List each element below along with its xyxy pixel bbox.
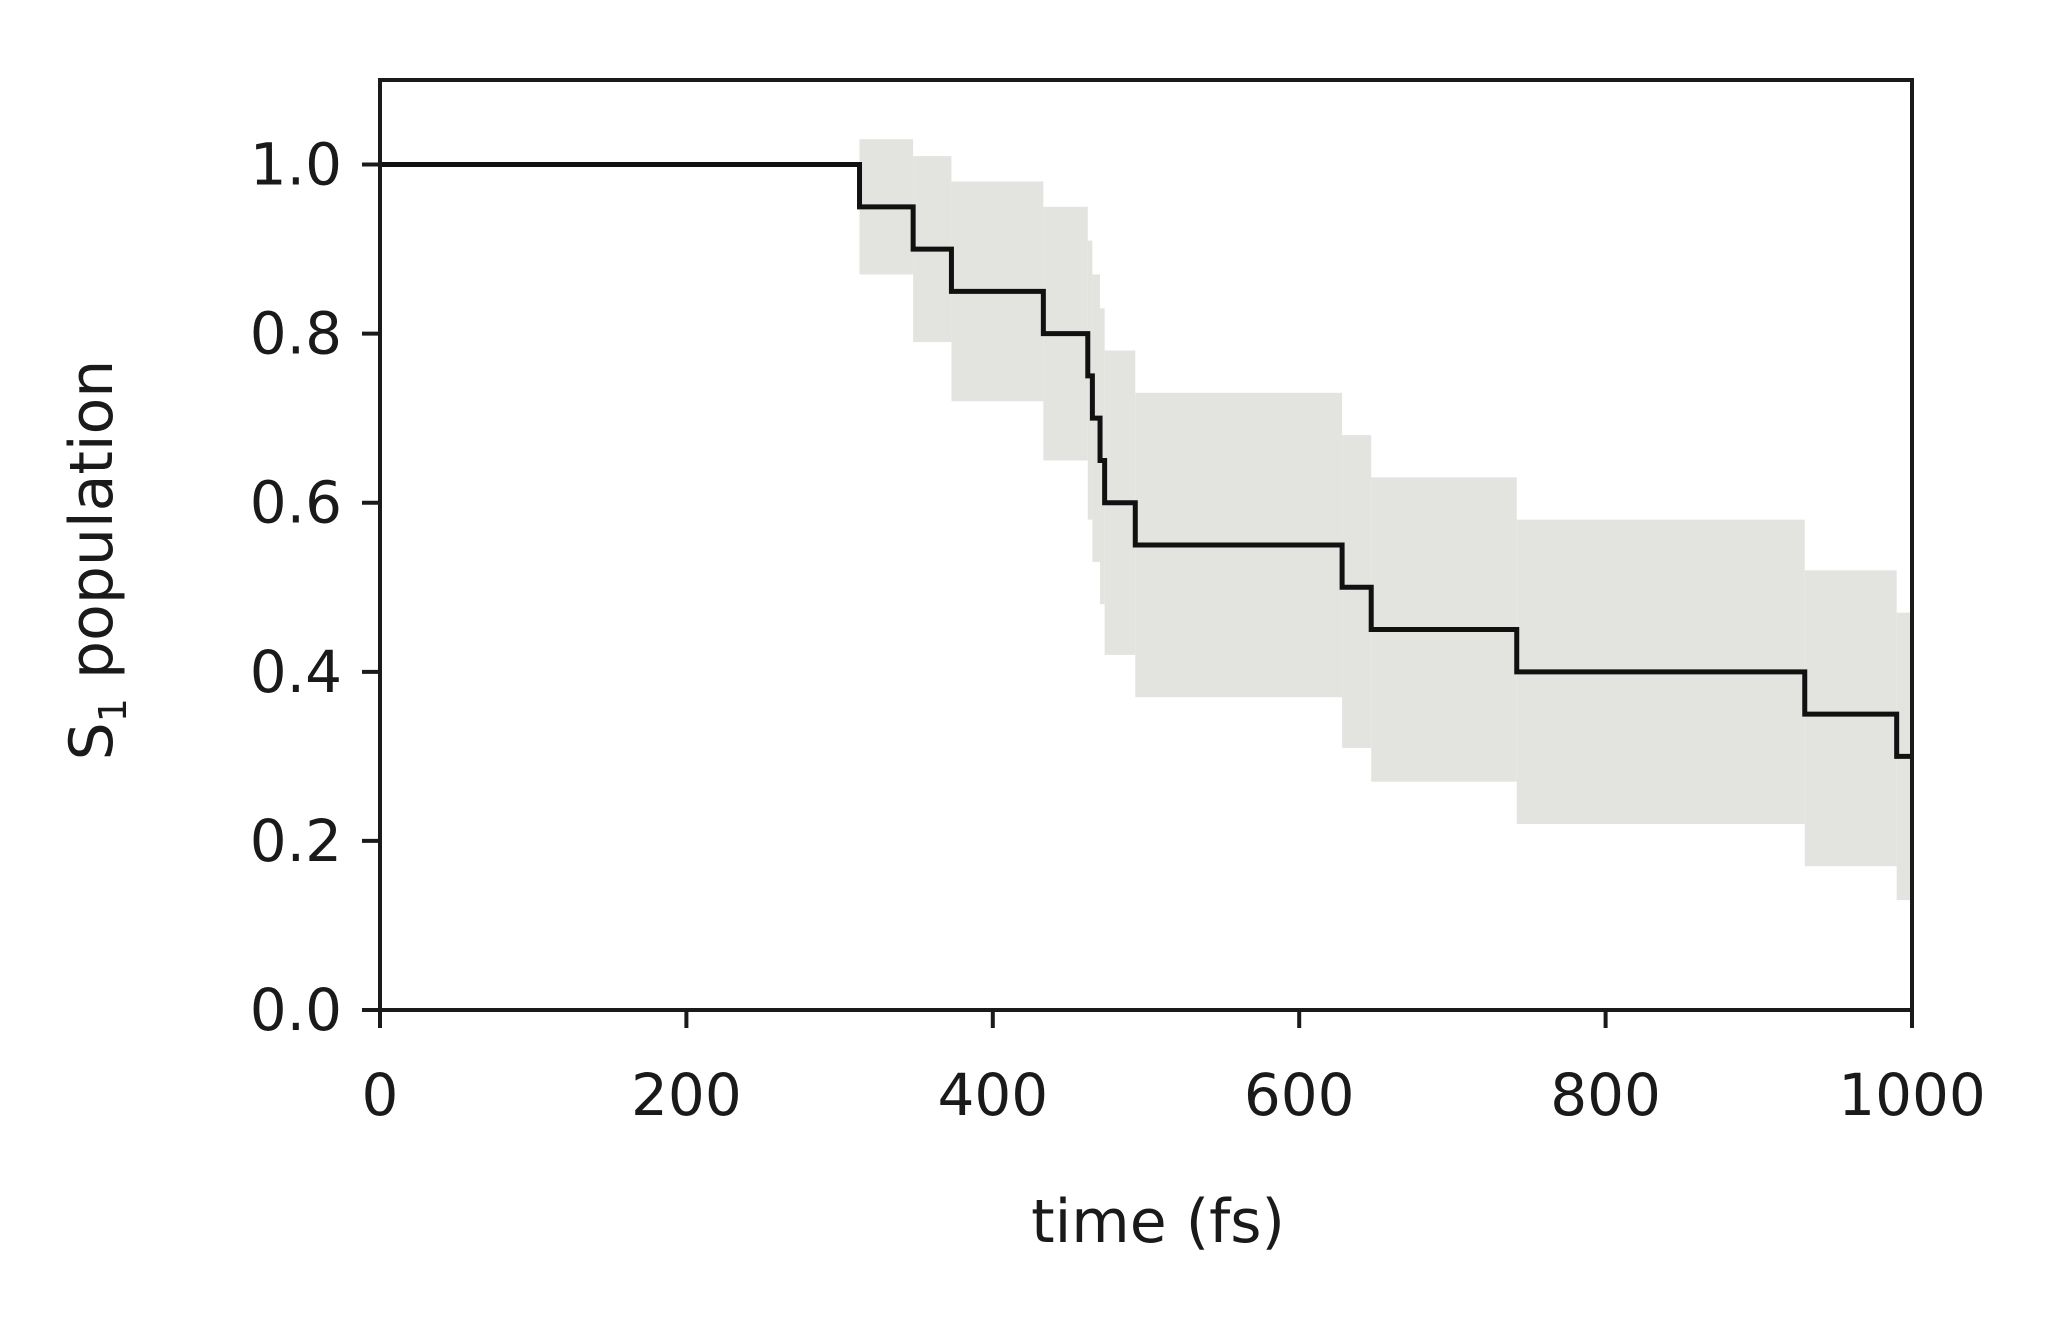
confidence-band-segment [1342,435,1372,748]
x-axis-title: time (fs) [1031,1187,1285,1257]
survival-step-line [380,162,1912,759]
y-axis-title-subscript: 1 [91,698,135,722]
x-tick-label: 0 [362,1061,399,1129]
y-tick-label: 0.0 [250,976,342,1044]
y-axis: 0.0 0.2 0.4 0.6 0.8 1.0 [250,131,380,1044]
confidence-band-segment [1804,570,1897,867]
confidence-band-layer [859,139,1912,901]
x-tick-label: 1000 [1838,1061,1986,1129]
plot-frame [378,78,1914,1012]
survival-line-layer [380,162,1912,759]
x-tick-label: 800 [1550,1061,1661,1129]
y-tick-label: 0.2 [250,807,342,875]
y-axis-title-rest: population [57,360,127,698]
y-tick-label: 1.0 [250,131,342,199]
x-tick-label: 400 [937,1061,1048,1129]
y-tick-label: 0.6 [250,469,342,537]
x-tick-label: 600 [1244,1061,1355,1129]
x-axis: 0 200 400 600 800 1000 [362,1010,1986,1129]
y-axis-title: S1 population [57,360,135,761]
x-tick-label: 200 [631,1061,742,1129]
y-tick-label: 0.4 [250,638,342,706]
y-tick-label: 0.8 [250,300,342,368]
y-axis-title-main: S [57,722,127,760]
